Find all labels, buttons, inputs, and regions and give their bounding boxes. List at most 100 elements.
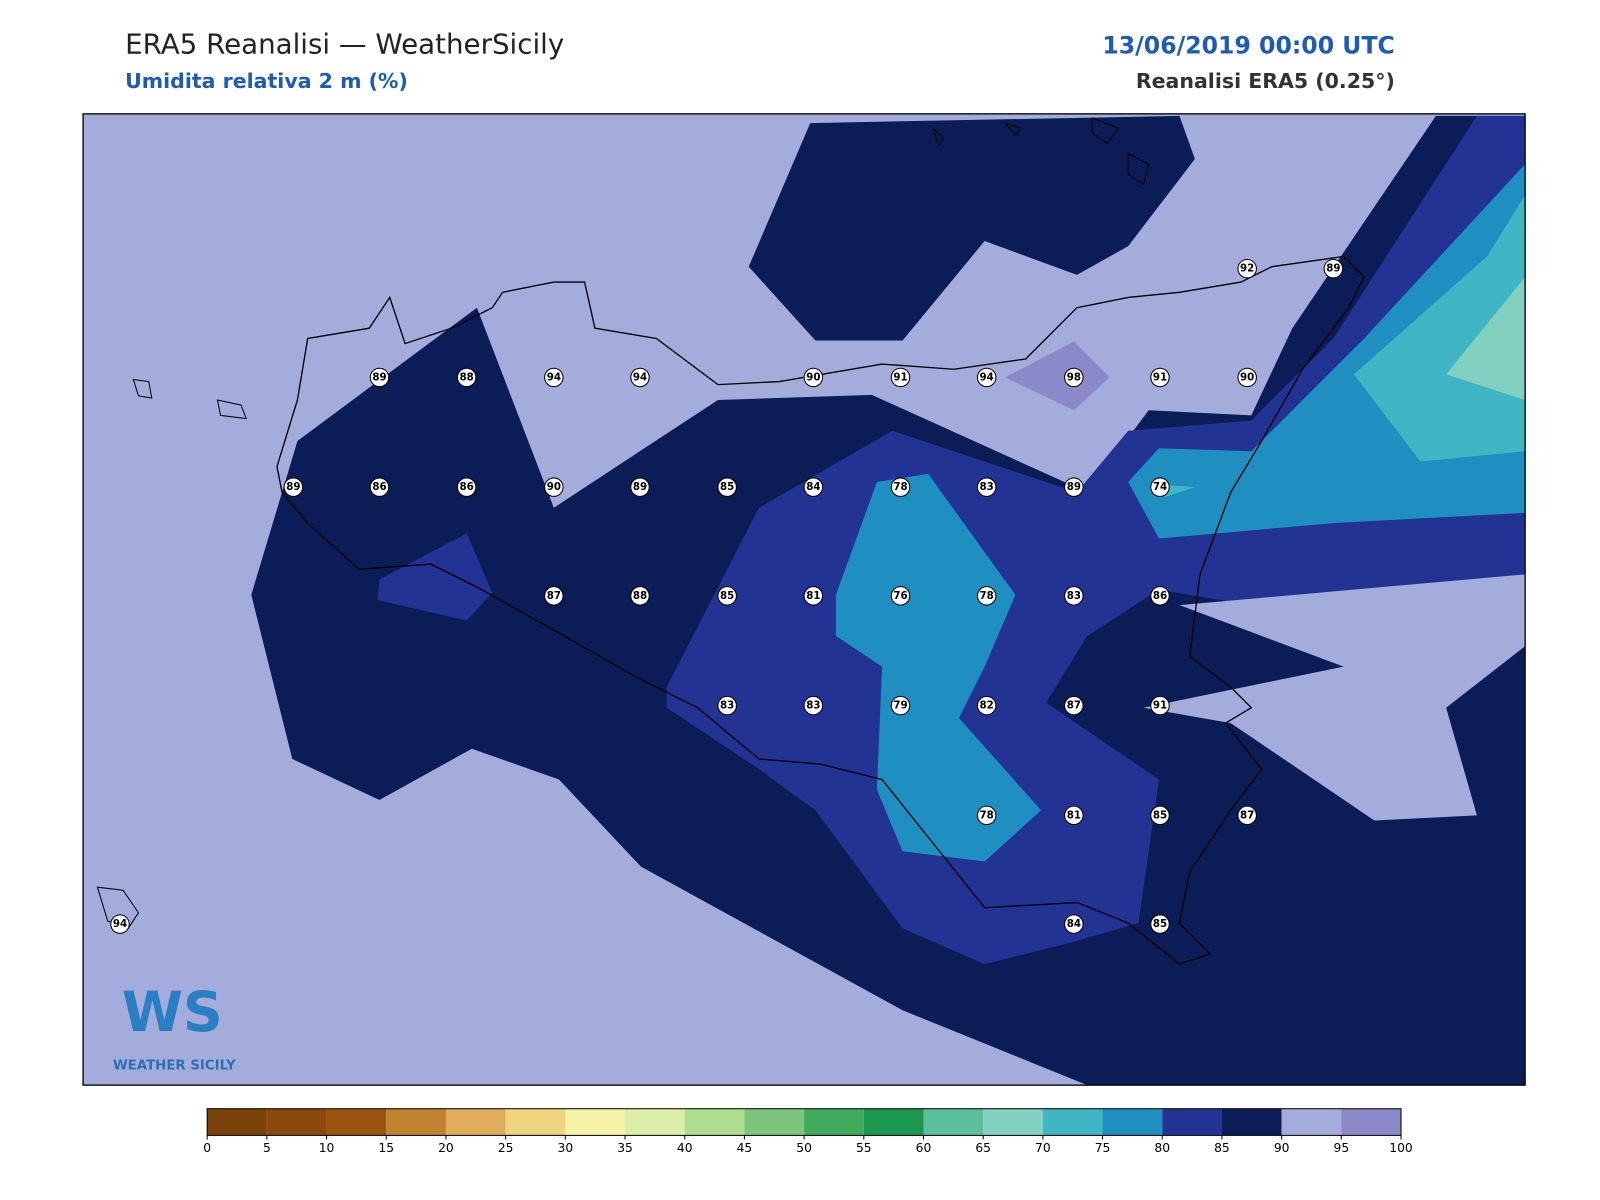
colorbar-segment (625, 1108, 685, 1136)
station-marker (717, 695, 737, 716)
station-value: 85 (1153, 918, 1167, 930)
logo-mark: WS (122, 981, 223, 1045)
field-90-95 (1143, 574, 1526, 821)
colorbar-label: 10 (319, 1141, 335, 1155)
station-value: 83 (720, 700, 734, 712)
station-value: 89 (1326, 263, 1340, 275)
colorbar-segment (386, 1108, 446, 1136)
colorbar-label: 35 (617, 1141, 633, 1155)
station-marker (890, 367, 911, 388)
station-marker (1064, 477, 1084, 497)
colorbar-label: 100 (1389, 1141, 1412, 1155)
station-marker (717, 477, 737, 497)
station-value: 94 (980, 371, 994, 383)
station-value: 74 (1153, 481, 1167, 493)
station-marker (976, 805, 997, 826)
colorbar-label: 20 (438, 1141, 454, 1155)
station-marker (1150, 367, 1170, 388)
station-marker (1064, 586, 1084, 606)
station-marker (369, 477, 390, 497)
colorbar-label: 45 (737, 1141, 753, 1155)
field-75-80 (835, 473, 1042, 862)
colorbar-label: 90 (1274, 1141, 1290, 1155)
station-marker (1237, 367, 1257, 388)
station-marker (544, 586, 564, 606)
colorbar-label: 60 (916, 1141, 932, 1155)
colorbar-label: 5 (263, 1141, 271, 1155)
station-value: 82 (980, 700, 994, 712)
station-value: 89 (1067, 481, 1081, 493)
station-value: 85 (720, 590, 734, 602)
station-marker (110, 914, 130, 934)
colorbar-segment (983, 1108, 1043, 1136)
station-marker (1323, 258, 1344, 279)
station-marker (1150, 477, 1170, 497)
colorbar-segment (684, 1108, 745, 1136)
station-value: 81 (806, 590, 820, 602)
station-value: 85 (720, 481, 734, 493)
station-value: 85 (1153, 809, 1167, 821)
station-marker (1064, 805, 1084, 826)
station-value: 83 (806, 700, 820, 712)
station-value: 91 (1153, 371, 1167, 383)
colorbar-segment (445, 1108, 506, 1136)
colorbar-segment (266, 1108, 327, 1136)
station-value: 90 (806, 371, 820, 383)
station-value: 87 (547, 590, 561, 602)
colorbar-label: 40 (677, 1141, 693, 1155)
colorbar-label: 65 (975, 1141, 991, 1155)
station-marker (1237, 258, 1257, 279)
station-marker (630, 477, 650, 497)
station-value: 86 (460, 481, 474, 493)
station-value: 89 (286, 481, 300, 493)
colorbar-segment (1221, 1108, 1282, 1136)
station-marker (630, 586, 650, 606)
station-value: 89 (372, 371, 386, 383)
colorbar-label: 80 (1154, 1141, 1170, 1155)
colorbar-segment (565, 1108, 626, 1136)
colorbar-label: 30 (558, 1141, 574, 1155)
station-value: 76 (893, 590, 907, 602)
station-marker (890, 586, 911, 606)
station-marker (1064, 695, 1084, 716)
coastline (276, 255, 1365, 965)
field-80-85 (377, 533, 493, 621)
station-value: 94 (547, 371, 561, 383)
station-marker (456, 367, 477, 388)
title: ERA5 Reanalisi — WeatherSicily (125, 27, 564, 60)
station-marker (976, 695, 997, 716)
station-marker (976, 477, 997, 497)
station-value: 84 (1067, 918, 1081, 930)
station-value: 91 (893, 371, 907, 383)
colorbar-segment (505, 1108, 566, 1136)
station-marker (544, 367, 564, 388)
station-value: 78 (980, 590, 994, 602)
field-95-100 (1005, 341, 1110, 411)
station-marker (456, 477, 477, 497)
station-value: 91 (1153, 700, 1167, 712)
map-frame (82, 113, 1526, 1086)
station-value: 87 (1067, 700, 1081, 712)
station-marker (1150, 914, 1170, 934)
date: 13/06/2019 00:00 UTC (1102, 31, 1394, 59)
colorbar-segment (326, 1108, 387, 1136)
colorbar-segment (744, 1108, 805, 1136)
colorbar-label: 85 (1214, 1141, 1230, 1155)
station-marker (803, 586, 824, 606)
islands (96, 117, 1150, 929)
colorbar-label: 50 (796, 1141, 812, 1155)
source: Reanalisi ERA5 (0.25°) (1136, 69, 1395, 93)
station-marker (1150, 805, 1170, 826)
field-85-90 (748, 115, 1195, 341)
station-value: 79 (893, 700, 907, 712)
station-value: 84 (806, 481, 820, 493)
station-marker (1150, 695, 1170, 716)
station-value: 81 (1067, 809, 1081, 821)
colorbar: 0 5 10 15 20 25 30 35 40 45 50 55 60 65 70 75 80 85 90 95 10… (203, 1108, 1413, 1155)
map (83, 113, 1526, 1086)
colorbar-segment (1102, 1108, 1163, 1136)
stations: 89 88 94 94 90 91 94 98 91 90 89 86 86 90 89 85 84 78 83 89… (110, 258, 1344, 934)
station-marker (890, 695, 911, 716)
station-value: 88 (460, 371, 474, 383)
